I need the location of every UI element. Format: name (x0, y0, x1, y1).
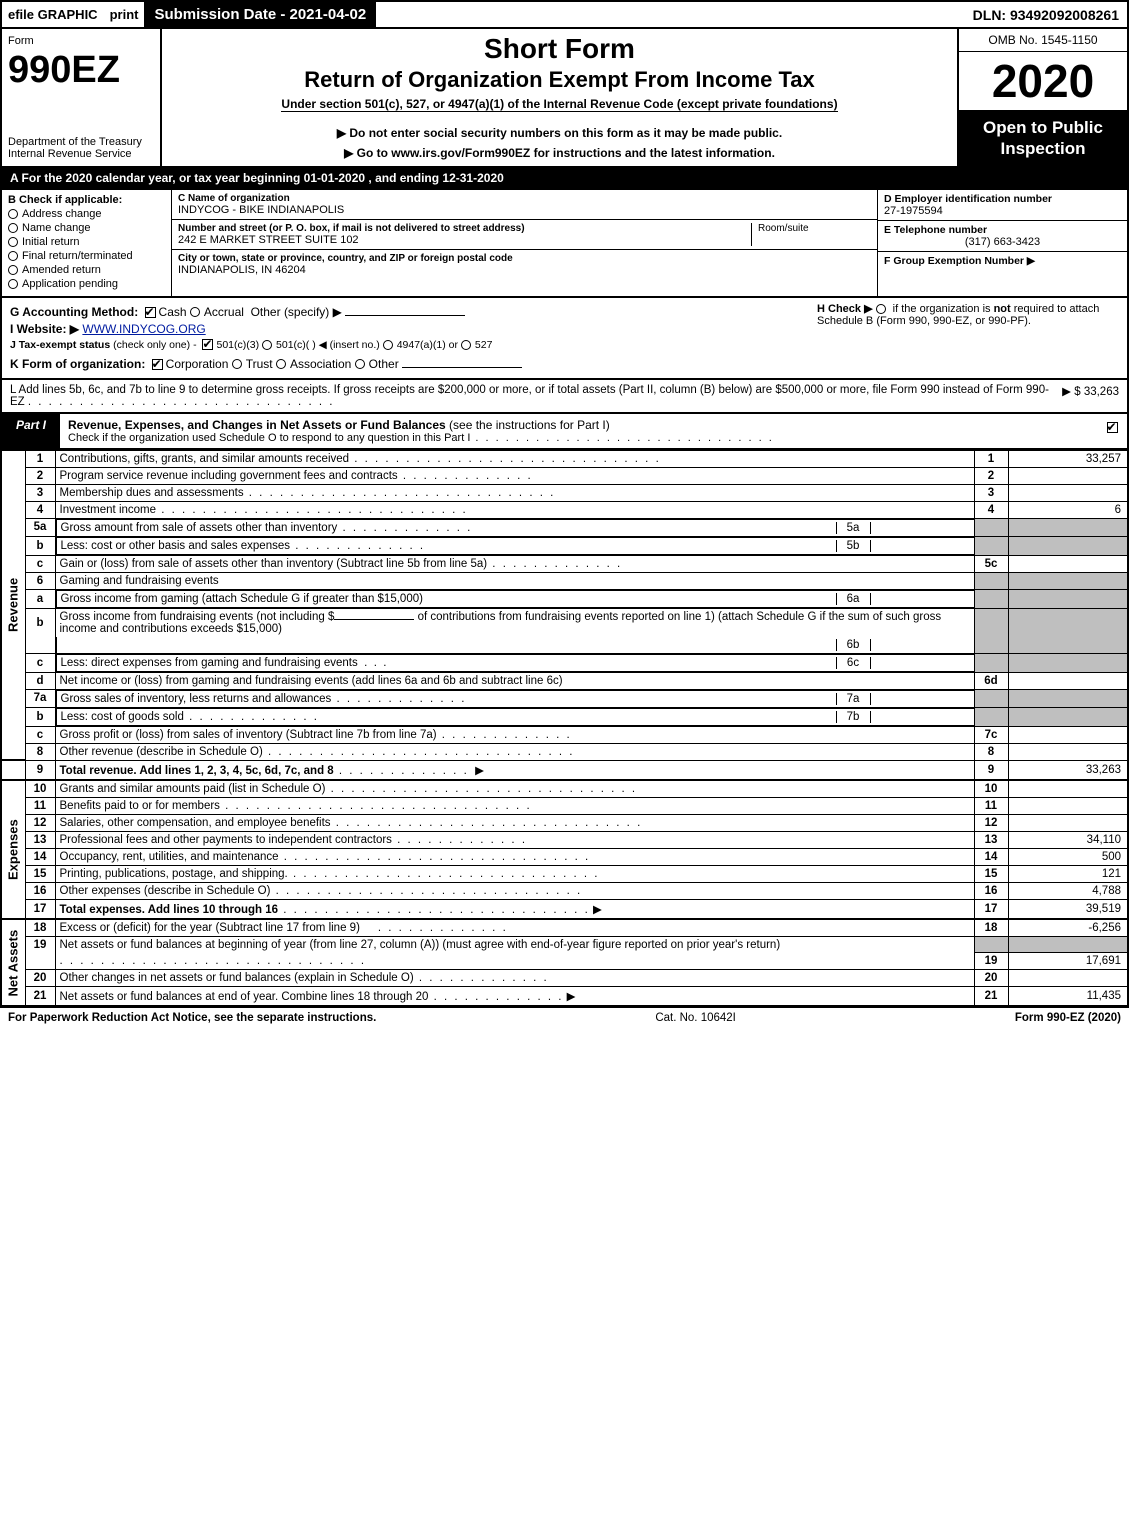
row-i: I Website: ▶ WWW.INDYCOG.ORG (10, 322, 809, 336)
revenue-section: Revenue (1, 450, 25, 760)
form-ref: Form 990-EZ (2020) (1015, 1012, 1121, 1024)
chk-501c[interactable] (262, 340, 272, 350)
return-title: Return of Organization Exempt From Incom… (172, 67, 947, 93)
chk-trust[interactable] (232, 359, 242, 369)
chk-other[interactable] (355, 359, 365, 369)
total-expenses: 39,519 (1008, 899, 1128, 919)
expenses-section: Expenses (1, 780, 25, 919)
chk-corp[interactable] (152, 359, 163, 370)
line19-amt: 17,691 (1008, 953, 1128, 970)
line21-amt: 11,435 (1008, 987, 1128, 1007)
chk-application-pending[interactable]: Application pending (8, 278, 165, 290)
group-exemption: F Group Exemption Number ▶ (884, 255, 1121, 267)
dln: DLN: 93492092008261 (965, 3, 1127, 27)
chk-schedule-o[interactable] (1107, 422, 1118, 433)
row-j: J Tax-exempt status (check only one) - 5… (10, 339, 809, 351)
short-form-title: Short Form (172, 33, 947, 65)
part1-header: Part I Revenue, Expenses, and Changes in… (0, 414, 1129, 450)
under-section: Under section 501(c), 527, or 4947(a)(1)… (281, 97, 837, 112)
phone: (317) 663-3423 (884, 236, 1121, 248)
chk-name-change[interactable]: Name change (8, 222, 165, 234)
omb-number: OMB No. 1545-1150 (959, 29, 1127, 52)
irs-link[interactable]: www.irs.gov/Form990EZ (391, 146, 530, 160)
chk-4947[interactable] (383, 340, 393, 350)
ein: 27-1975594 (884, 205, 1121, 217)
org-name: INDYCOG - BIKE INDIANAPOLIS (178, 204, 871, 216)
gross-receipts: 33,263 (1084, 386, 1119, 398)
open-to-public: Open to Public Inspection (959, 111, 1127, 166)
page-footer: For Paperwork Reduction Act Notice, see … (0, 1007, 1129, 1034)
top-bar: efile GRAPHIC print Submission Date - 20… (0, 0, 1129, 29)
submission-date: Submission Date - 2021-04-02 (144, 2, 376, 27)
rows-ghijk: G Accounting Method: Cash Accrual Other … (0, 298, 1129, 380)
total-revenue: 33,263 (1008, 760, 1128, 780)
line18-amt: -6,256 (1008, 919, 1128, 937)
org-city: INDIANAPOLIS, IN 46204 (178, 264, 871, 276)
chk-address-change[interactable]: Address change (8, 208, 165, 220)
chk-h[interactable] (876, 304, 886, 314)
line13-amt: 34,110 (1008, 831, 1128, 848)
paperwork-notice: For Paperwork Reduction Act Notice, see … (8, 1012, 376, 1024)
form-header: Form 990EZ Department of the Treasury In… (0, 29, 1129, 168)
chk-final-return[interactable]: Final return/terminated (8, 250, 165, 262)
tax-year: 2020 (959, 52, 1127, 111)
col-b: B Check if applicable: Address change Na… (2, 190, 172, 296)
form-number: 990EZ (8, 51, 154, 89)
netassets-section: Net Assets (1, 919, 25, 1007)
line1-amt: 33,257 (1008, 450, 1128, 467)
row-k: K Form of organization: Corporation Trus… (10, 357, 1119, 371)
line4-amt: 6 (1008, 501, 1128, 518)
org-info: B Check if applicable: Address change Na… (0, 190, 1129, 298)
part1-table: Revenue 1 Contributions, gifts, grants, … (0, 450, 1129, 1008)
efile-label: efile GRAPHIC (2, 3, 104, 26)
dept: Department of the Treasury Internal Reve… (8, 136, 154, 160)
row-h: H Check ▶ if the organization is not req… (809, 302, 1119, 354)
row-g: G Accounting Method: Cash Accrual Other … (10, 305, 809, 319)
chk-527[interactable] (461, 340, 471, 350)
chk-initial-return[interactable]: Initial return (8, 236, 165, 248)
room-suite-lbl: Room/suite (751, 223, 871, 246)
chk-cash[interactable] (145, 307, 156, 318)
col-c: C Name of organization INDYCOG - BIKE IN… (172, 190, 877, 296)
form-word: Form (8, 35, 154, 47)
chk-accrual[interactable] (190, 307, 200, 317)
row-l: L Add lines 5b, 6c, and 7b to line 9 to … (0, 380, 1129, 414)
chk-501c3[interactable] (202, 339, 213, 350)
do-not-enter: ▶ Do not enter social security numbers o… (172, 126, 947, 140)
org-street: 242 E MARKET STREET SUITE 102 (178, 234, 751, 246)
row-a-period: A For the 2020 calendar year, or tax yea… (0, 168, 1129, 190)
cat-no: Cat. No. 10642I (655, 1012, 736, 1024)
chk-assoc[interactable] (276, 359, 286, 369)
goto-line: ▶ Go to www.irs.gov/Form990EZ for instru… (172, 146, 947, 160)
chk-amended[interactable]: Amended return (8, 264, 165, 276)
col-def: D Employer identification number 27-1975… (877, 190, 1127, 296)
website-link[interactable]: WWW.INDYCOG.ORG (82, 322, 205, 336)
print-button[interactable]: print (104, 3, 145, 26)
